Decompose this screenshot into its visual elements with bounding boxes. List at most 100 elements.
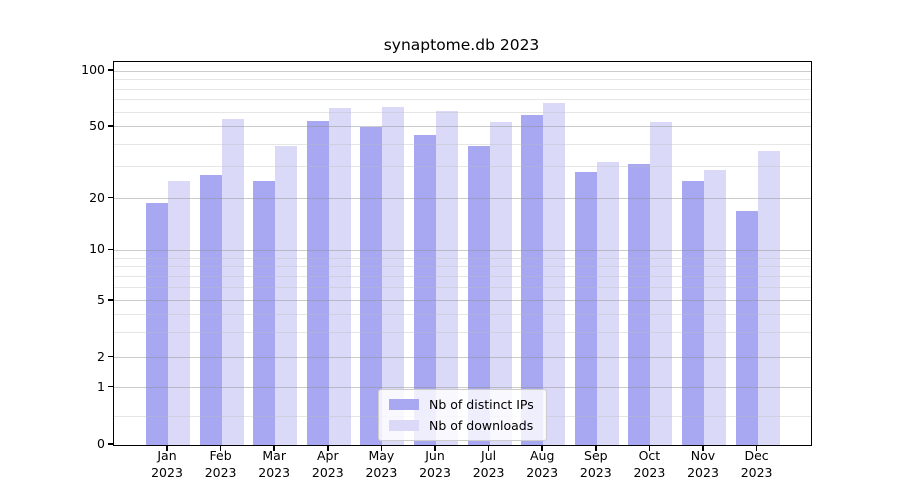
x-axis-month: Jan bbox=[157, 448, 177, 463]
bar-distinct-ips-mar bbox=[253, 181, 276, 445]
x-axis-tick-label: Jul 2023 bbox=[459, 448, 519, 481]
bar-downloads-oct bbox=[650, 122, 673, 445]
y-axis-tick-label: 0 bbox=[97, 436, 105, 451]
x-axis-month: May bbox=[368, 448, 395, 463]
gridline-major bbox=[114, 249, 811, 251]
x-axis-tick-label: Sep 2023 bbox=[566, 448, 626, 481]
bar-distinct-ips-nov bbox=[682, 181, 704, 445]
y-axis-tick-label: 5 bbox=[97, 291, 105, 307]
x-axis-tick-mark bbox=[487, 445, 490, 451]
bar-downloads-feb bbox=[221, 119, 244, 445]
x-axis-year: 2023 bbox=[633, 464, 666, 480]
x-axis-year: 2023 bbox=[204, 464, 237, 480]
bar-downloads-mar bbox=[275, 146, 298, 445]
y-axis-tick-label: 20 bbox=[89, 189, 105, 205]
y-axis-tick-mark bbox=[108, 299, 113, 301]
bar-distinct-ips-apr bbox=[306, 120, 329, 445]
gridline-minor bbox=[114, 314, 811, 316]
gridline-minor bbox=[114, 88, 811, 90]
legend-item-distinct-ips: Nb of distinct IPs bbox=[389, 397, 534, 412]
x-axis-year: 2023 bbox=[419, 464, 451, 480]
x-axis-tick-label: Jan 2023 bbox=[137, 448, 197, 481]
gridline-minor bbox=[114, 143, 811, 145]
x-axis-month: Oct bbox=[638, 448, 661, 463]
bar-downloads-sep bbox=[596, 161, 619, 445]
gridline-minor bbox=[114, 79, 811, 80]
x-axis-month: Nov bbox=[690, 448, 716, 463]
y-axis-tick-label: 2 bbox=[97, 348, 105, 364]
x-axis-tick-label: Dec 2023 bbox=[727, 448, 787, 481]
gridline-major bbox=[114, 70, 811, 72]
x-axis-month: Aug bbox=[529, 448, 555, 463]
gridline-minor bbox=[114, 287, 811, 289]
bar-distinct-ips-may bbox=[360, 127, 383, 445]
x-axis-year: 2023 bbox=[151, 464, 183, 480]
x-axis-tick-label: Apr 2023 bbox=[298, 448, 358, 481]
y-axis-tick-label: 10 bbox=[89, 241, 105, 257]
x-axis-tick-mark bbox=[595, 445, 597, 451]
bar-downloads-jan bbox=[168, 181, 190, 445]
x-axis-tick-mark bbox=[380, 445, 383, 451]
plot-area bbox=[113, 61, 812, 446]
legend-label-downloads: Nb of downloads bbox=[429, 418, 534, 433]
x-axis-year: 2023 bbox=[258, 464, 291, 480]
bar-distinct-ips-sep bbox=[574, 172, 597, 445]
y-axis-tick-mark bbox=[108, 125, 113, 127]
bar-downloads-dec bbox=[757, 150, 780, 445]
gridline-minor bbox=[114, 266, 811, 268]
y-axis-tick-label: 50 bbox=[89, 117, 105, 133]
bar-distinct-ips-jan bbox=[146, 202, 168, 445]
x-axis-tick-mark bbox=[541, 445, 543, 451]
y-axis-tick-mark bbox=[108, 385, 113, 388]
legend-swatch-distinct-ips bbox=[389, 399, 419, 410]
legend-label-distinct-ips: Nb of distinct IPs bbox=[429, 397, 534, 412]
bar-downloads-nov bbox=[704, 169, 726, 445]
y-axis-tick-mark bbox=[108, 196, 113, 199]
gridline-major bbox=[114, 126, 811, 128]
gridline-minor bbox=[114, 111, 811, 113]
x-axis-tick-mark bbox=[434, 445, 436, 451]
y-axis-tick-mark bbox=[108, 443, 113, 445]
gridline-major bbox=[114, 300, 811, 302]
x-axis-year: 2023 bbox=[526, 464, 559, 480]
gridline-minor bbox=[114, 257, 811, 259]
x-axis-year: 2023 bbox=[740, 464, 773, 480]
x-axis-month: Dec bbox=[744, 448, 769, 463]
x-axis-year: 2023 bbox=[311, 464, 344, 480]
x-axis-tick-mark bbox=[219, 445, 222, 451]
legend-item-downloads: Nb of downloads bbox=[389, 418, 534, 433]
x-axis-month: Apr bbox=[316, 448, 339, 463]
x-axis-month: Sep bbox=[584, 448, 608, 463]
gridline-minor bbox=[114, 166, 811, 168]
gridline-major bbox=[114, 198, 811, 200]
legend-swatch-downloads bbox=[389, 420, 419, 431]
x-axis-tick-mark bbox=[702, 445, 704, 451]
gridline-minor bbox=[114, 275, 811, 277]
x-axis-tick-mark bbox=[166, 445, 168, 451]
y-axis-tick-mark bbox=[108, 355, 113, 358]
bar-downloads-jul bbox=[489, 122, 512, 445]
x-axis-year: 2023 bbox=[472, 464, 505, 480]
gridline-minor bbox=[114, 332, 811, 334]
bar-distinct-ips-dec bbox=[735, 210, 758, 445]
x-axis-tick-label: Mar 2023 bbox=[244, 448, 304, 481]
bar-downloads-aug bbox=[543, 103, 566, 445]
x-axis-tick-label: Aug 2023 bbox=[512, 448, 572, 481]
x-axis-year: 2023 bbox=[579, 464, 612, 480]
bar-distinct-ips-jul bbox=[467, 146, 490, 445]
x-axis-tick-label: Feb 2023 bbox=[191, 448, 251, 481]
bar-downloads-jun bbox=[436, 110, 458, 445]
x-axis-tick-label: Nov 2023 bbox=[673, 448, 733, 481]
bar-downloads-may bbox=[382, 107, 405, 445]
y-axis-tick-label: 100 bbox=[81, 62, 105, 77]
bar-downloads-apr bbox=[328, 108, 351, 445]
x-axis-tick-label: Jun 2023 bbox=[405, 448, 465, 481]
x-axis-year: 2023 bbox=[687, 464, 719, 480]
x-axis-month: Feb bbox=[209, 448, 232, 463]
x-axis-month: Mar bbox=[262, 448, 286, 463]
x-axis-month: Jun bbox=[425, 448, 445, 463]
x-axis-tick-mark bbox=[273, 445, 275, 451]
x-axis-tick-label: Oct 2023 bbox=[619, 448, 679, 481]
bar-distinct-ips-aug bbox=[521, 115, 544, 445]
